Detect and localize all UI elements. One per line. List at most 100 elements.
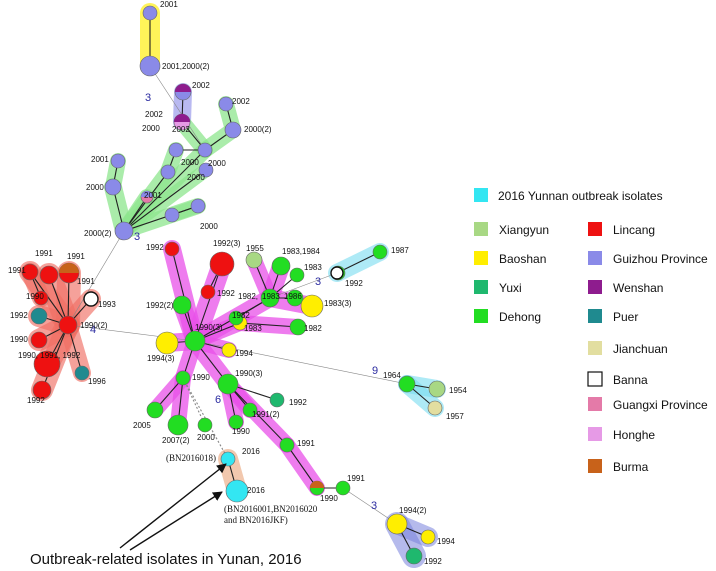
- node-year-label: 2000: [142, 124, 160, 133]
- bn-group-label-line2: and BN2016JKF): [224, 515, 288, 525]
- isolate-node: [146, 401, 164, 419]
- isolate-node: [164, 241, 180, 257]
- isolate-node: [184, 330, 206, 352]
- tree-edge: [194, 263, 223, 342]
- tree-edge: [182, 377, 206, 426]
- isolate-node: [32, 380, 52, 400]
- legend-label-guizhou: Guizhou Province: [613, 252, 708, 266]
- node-year-label: 1992(3): [213, 239, 241, 248]
- legend-label-baoshan: Baoshan: [499, 252, 546, 266]
- node-year-label: 1991: [8, 266, 26, 275]
- edge-distance-label: 6: [215, 394, 221, 406]
- node-year-label: 1990: [320, 494, 338, 503]
- legend-swatch-xiangyun: [474, 222, 488, 236]
- isolate-node: [168, 142, 184, 158]
- isolate-node: [110, 153, 126, 169]
- tree-edge: [286, 444, 318, 489]
- isolate-node: [420, 529, 436, 545]
- legend-label-yuxi: Yuxi: [499, 281, 522, 295]
- legend-swatch-lincang: [588, 222, 602, 236]
- isolate-node: [398, 375, 416, 393]
- node-year-label: 2001: [144, 191, 162, 200]
- legend-label-lincang: Lincang: [613, 223, 655, 237]
- node-year-label: 1990: [10, 335, 28, 344]
- node-year-label: 1991: [347, 474, 365, 483]
- node-year-label: 2007(2): [162, 436, 190, 445]
- isolate-node: [104, 178, 122, 196]
- node-year-label: 2002: [145, 110, 163, 119]
- isolate-node: [33, 290, 49, 306]
- edge-distance-label: 3: [134, 231, 140, 243]
- node-year-label: 1992: [146, 243, 164, 252]
- node-year-label: 1992: [289, 398, 307, 407]
- node-year-label: 2000: [181, 158, 199, 167]
- node-year-label: 1992: [10, 311, 28, 320]
- bn-group-label-line1: (BN2016001,BN2016020: [224, 504, 318, 514]
- isolate-node-sector: [175, 84, 191, 92]
- legend-label-dehong: Dehong: [499, 310, 541, 324]
- node-year-label: 2001: [91, 155, 109, 164]
- node-year-label: 2016: [242, 447, 260, 456]
- node-year-label: 1992: [424, 557, 442, 566]
- node-year-label: 1982,: [238, 292, 258, 301]
- tree-edge: [123, 169, 207, 232]
- isolate-node: [21, 263, 39, 281]
- node-year-label: 1991: [77, 277, 95, 286]
- tree-edge: [239, 322, 299, 328]
- isolate-node: [245, 251, 263, 269]
- isolate-node: [289, 318, 307, 336]
- node-year-label: 2000: [197, 433, 215, 442]
- legend-swatch-jianchuan: [588, 341, 602, 355]
- tree-edge: [123, 149, 206, 232]
- isolate-node: [330, 266, 344, 280]
- node-year-label: 2001: [160, 0, 178, 9]
- isolate-node: [74, 365, 90, 381]
- isolate-node: [225, 479, 249, 503]
- node-year-label: 1955: [246, 244, 264, 253]
- edge-distance-label: 3: [371, 500, 377, 512]
- isolate-node: [197, 142, 213, 158]
- node-year-label: 1990: [232, 427, 250, 436]
- node-year-label: 2000: [187, 173, 205, 182]
- isolate-node: [114, 221, 134, 241]
- isolate-node: [83, 291, 99, 307]
- isolate-node: [428, 380, 446, 398]
- legend-swatch-outbreak: [474, 188, 488, 202]
- node-year-label: 2000: [208, 159, 226, 168]
- tree-edge: [342, 487, 398, 525]
- isolate-node: [172, 295, 192, 315]
- legend-label-outbreak: 2016 Yunnan outbreak isolates: [498, 189, 663, 203]
- legend-swatch-wenshan: [588, 280, 602, 294]
- legend-swatch-puer: [588, 309, 602, 323]
- node-year-label: 1990(2): [80, 321, 108, 330]
- node-year-label: 1996: [88, 377, 106, 386]
- node-year-label: 1990: [192, 373, 210, 382]
- isolate-node: [224, 121, 242, 139]
- node-year-label: 1991: [67, 252, 85, 261]
- node-year-label: 1982: [232, 311, 250, 320]
- isolate-node: [260, 288, 280, 308]
- isolate-node: [427, 400, 443, 416]
- tree-edge: [269, 272, 338, 299]
- isolate-node: [286, 289, 304, 307]
- isolate-node: [155, 331, 179, 355]
- isolate-node: [164, 207, 180, 223]
- isolate-node-sector: [141, 191, 153, 197]
- node-year-label: 1983,1984: [282, 247, 320, 256]
- legend-swatch-guizhou: [588, 251, 602, 265]
- isolate-node: [372, 244, 388, 260]
- isolate-node: [221, 342, 237, 358]
- node-year-label: 1983: [304, 263, 322, 272]
- isolate-node: [279, 437, 295, 453]
- isolate-node-sector: [174, 114, 190, 122]
- isolate-node: [198, 162, 214, 178]
- tree-edge: [182, 377, 229, 460]
- legend-label-banna: Banna: [613, 373, 648, 387]
- node-year-label: 1982: [304, 324, 322, 333]
- isolate-node: [200, 284, 216, 300]
- legend-label-honghe: Honghe: [613, 428, 655, 442]
- isolate-node: [160, 164, 176, 180]
- node-year-label: 1991: [35, 249, 53, 258]
- node-year-label: 1994(3): [147, 354, 175, 363]
